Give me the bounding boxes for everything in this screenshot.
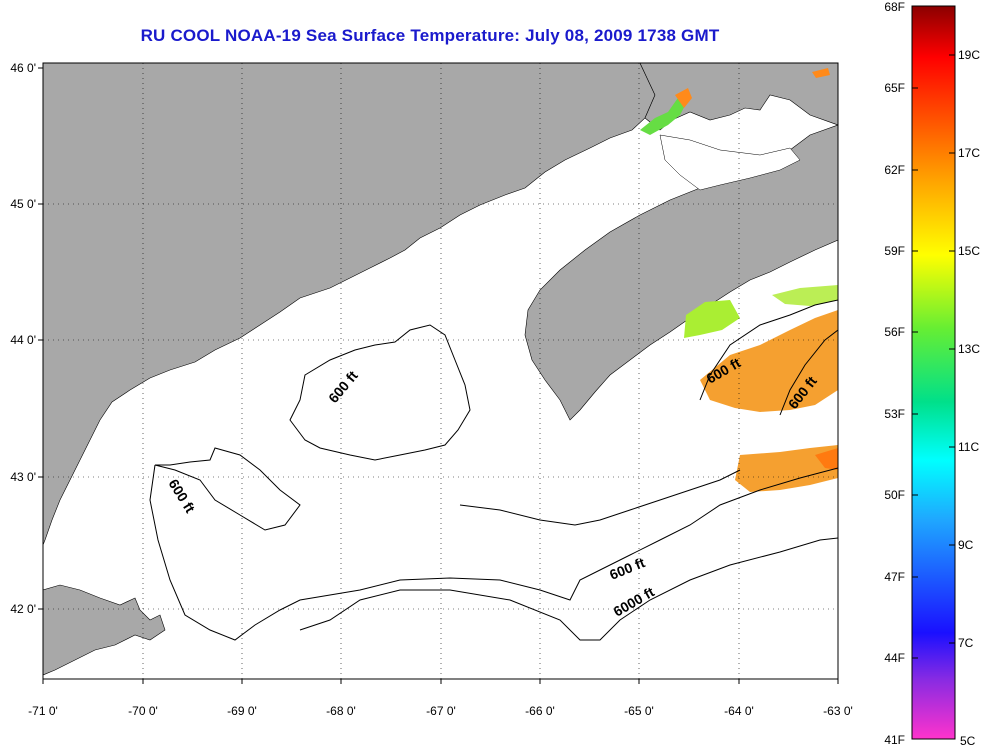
- colorbar-f-label: 68F: [884, 0, 905, 14]
- tick-marks: [38, 67, 839, 684]
- colorbar-gradient: [911, 5, 956, 740]
- x-tick-label: -64 0': [724, 704, 754, 718]
- land-maine-newbrunswick: [43, 63, 656, 546]
- x-tick-label: -63 0': [823, 704, 853, 718]
- y-axis-labels: 46 0' 45 0' 44 0' 43 0' 42 0': [10, 61, 36, 616]
- sst-data-patches: [640, 68, 838, 492]
- colorbar-f-label: 41F: [884, 733, 905, 747]
- colorbar-c-label: 13C: [958, 342, 980, 356]
- colorbar-c-label: 7C: [958, 636, 974, 650]
- colorbar-c-label: 11C: [958, 440, 979, 454]
- x-tick-label: -65 0': [624, 704, 654, 718]
- colorbar-c-label: 17C: [958, 146, 980, 160]
- x-tick-label: -67 0': [426, 704, 456, 718]
- bay-of-fundy: [659, 134, 801, 191]
- colorbar: 68F 65F 62F 59F 56F 53F 50F 47F 44F 41F …: [884, 0, 980, 748]
- colorbar-f-label: 56F: [884, 325, 905, 339]
- y-tick-label: 42 0': [10, 602, 36, 616]
- map-title: RU COOL NOAA-19 Sea Surface Temperature:…: [140, 26, 720, 45]
- colorbar-c-label: 9C: [958, 538, 974, 552]
- colorbar-f-label: 44F: [884, 651, 905, 665]
- x-axis-labels: -71 0' -70 0' -69 0' -68 0' -67 0' -66 0…: [28, 704, 853, 718]
- colorbar-f-label: 65F: [884, 81, 905, 95]
- y-tick-label: 45 0': [10, 197, 36, 211]
- x-tick-label: -70 0': [128, 704, 158, 718]
- y-tick-label: 43 0': [10, 470, 36, 484]
- colorbar-f-label: 53F: [884, 407, 905, 421]
- colorbar-f-label: 47F: [884, 570, 905, 584]
- x-tick-label: -69 0': [227, 704, 257, 718]
- colorbar-c-label: 5C: [960, 734, 976, 748]
- colorbar-f-label: 50F: [884, 488, 905, 502]
- colorbar-c-label: 15C: [958, 244, 980, 258]
- x-tick-label: -71 0': [28, 704, 58, 718]
- contour-lines: [149, 299, 838, 641]
- x-tick-label: -66 0': [525, 704, 555, 718]
- colorbar-f-label: 59F: [884, 244, 905, 258]
- y-tick-label: 44 0': [10, 333, 36, 347]
- x-tick-label: -68 0': [326, 704, 356, 718]
- colorbar-c-label: 19C: [958, 48, 980, 62]
- y-tick-label: 46 0': [10, 61, 36, 75]
- colorbar-f-label: 62F: [884, 163, 905, 177]
- plot-area: [43, 63, 838, 679]
- land-cape-cod: [43, 584, 166, 676]
